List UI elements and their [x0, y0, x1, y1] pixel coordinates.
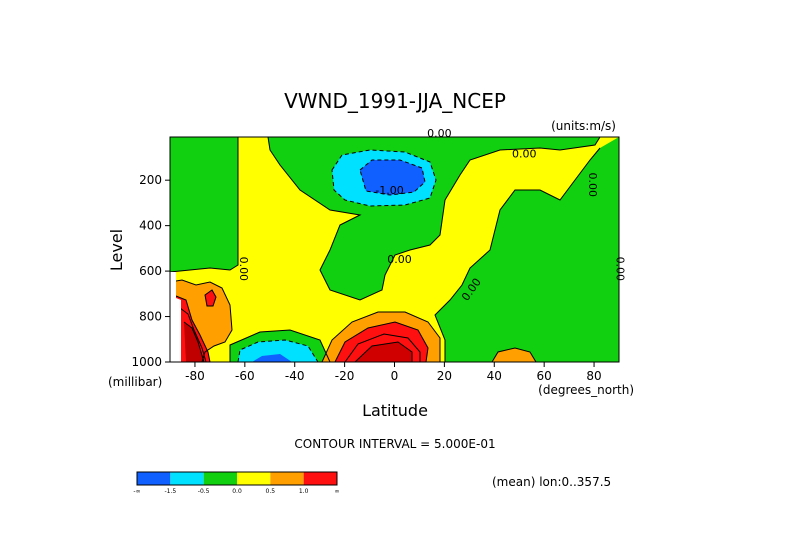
contour-line-pos-left-d — [183, 321, 205, 362]
contour-label-2: -1.00 — [375, 184, 403, 197]
contour-region-blue-lower — [252, 354, 292, 362]
colorbar-swatch-4 — [270, 472, 304, 485]
contour-region-green-left — [170, 137, 238, 272]
contour-labels: 0.000.00-1.00 0.000.00 0.000.000.00 — [237, 127, 627, 303]
contour-region-green-right-shelf — [518, 248, 545, 302]
colorbar: -∞ -1.5 -0.5 0.0 0.5 1.0 ∞ — [133, 471, 340, 495]
x-tick-label-1: -60 — [235, 369, 255, 383]
y-tick-label-2: 600 — [139, 264, 162, 278]
x-tick-label-0: -80 — [185, 369, 205, 383]
colorbar-swatch-0 — [137, 472, 171, 485]
contour-label-1: 0.00 — [512, 147, 537, 160]
contour-line-pos-centre-c — [344, 333, 421, 362]
contour-line-zero-lower — [229, 329, 331, 362]
contour-line-neg-lower — [237, 339, 319, 362]
y-axis: 200 400 600 800 1000 — [131, 173, 170, 369]
contour-label-7: 0.00 — [614, 257, 627, 282]
x-tick-label-5: 20 — [437, 369, 452, 383]
y-tick-label-1: 400 — [139, 219, 162, 233]
colorbar-label-1: -1.5 — [164, 488, 176, 495]
y-tick-label-0: 200 — [139, 173, 162, 187]
colorbar-swatch-1 — [170, 472, 204, 485]
colorbar-label-2: -0.5 — [198, 488, 210, 495]
contour-line-pos-left-b — [175, 295, 211, 362]
contour-region-cyan-lower — [238, 340, 318, 362]
y-unit-label: (millibar) — [108, 375, 162, 389]
contour-region-red-left-cell — [205, 290, 216, 306]
colorbar-label-6: ∞ — [335, 488, 340, 495]
contour-region-red-left — [176, 296, 210, 362]
contour-line-pos-centre-b — [334, 321, 429, 362]
chart-title: VWND_1991-JJA_NCEP — [284, 89, 506, 113]
mean-label: (mean) lon:0..357.5 — [492, 475, 611, 489]
x-tick-label-3: -20 — [335, 369, 355, 383]
colorbar-swatch-3 — [237, 472, 271, 485]
contour-lines — [170, 137, 601, 362]
colorbar-frame — [136, 471, 338, 486]
contour-line-neg-upper-b — [359, 159, 426, 196]
contour-line-zero-left — [170, 137, 239, 273]
contour-label-4: 0.00 — [237, 257, 250, 282]
contour-line-pos-left-a — [170, 279, 233, 362]
contour-label-3: 0.00 — [586, 172, 599, 197]
contour-region-darkred-left — [184, 322, 204, 362]
contour-line-pos-right — [491, 347, 537, 362]
contour-region-yellow-tongue — [490, 148, 560, 180]
x-tick-label-4: 0 — [391, 369, 399, 383]
contour-label-0: 0.00 — [427, 127, 452, 140]
contour-line-pos-left-c — [179, 307, 207, 362]
contour-region-orange-right — [492, 348, 536, 362]
x-axis: -80 -60 -40 -20 0 20 40 60 80 — [185, 362, 602, 383]
colorbar-label-5: 1.0 — [299, 488, 309, 495]
contour-line-zero-right — [434, 147, 601, 362]
missing-data-patch — [170, 272, 181, 362]
x-unit-label: (degrees_north) — [538, 383, 634, 397]
colorbar-swatch-2 — [203, 472, 237, 485]
colorbar-label-4: 0.5 — [266, 488, 276, 495]
x-axis-label: Latitude — [362, 401, 428, 420]
y-tick-label-3: 800 — [139, 310, 162, 324]
x-tick-label-6: 40 — [487, 369, 502, 383]
contour-interval-label: CONTOUR INTERVAL = 5.000E-01 — [294, 437, 495, 451]
x-tick-label-7: 60 — [537, 369, 552, 383]
contour-region-green-spot — [348, 288, 362, 298]
contour-line-pos-centre-d — [354, 341, 413, 362]
contour-region-blue-upper — [360, 160, 425, 195]
contour-line-pos-centre-a — [321, 311, 441, 362]
units-label: (units:m/s) — [551, 119, 616, 133]
contour-line-neg-upper-a — [331, 149, 437, 207]
contour-line-pos-left-cell — [204, 289, 217, 307]
y-axis-label: Level — [107, 229, 126, 271]
colorbar-label-3: 0.0 — [232, 488, 242, 495]
colorbar-label-0: -∞ — [133, 488, 140, 495]
x-tick-label-2: -40 — [285, 369, 305, 383]
x-tick-label-8: 80 — [586, 369, 601, 383]
contour-label-5: 0.00 — [387, 253, 412, 266]
contour-region-darkred-centre — [355, 342, 412, 362]
y-tick-label-4: 1000 — [131, 355, 162, 369]
plot-area — [170, 137, 619, 362]
contour-line-zero-upper — [267, 137, 601, 301]
colorbar-swatch-5 — [303, 472, 337, 485]
